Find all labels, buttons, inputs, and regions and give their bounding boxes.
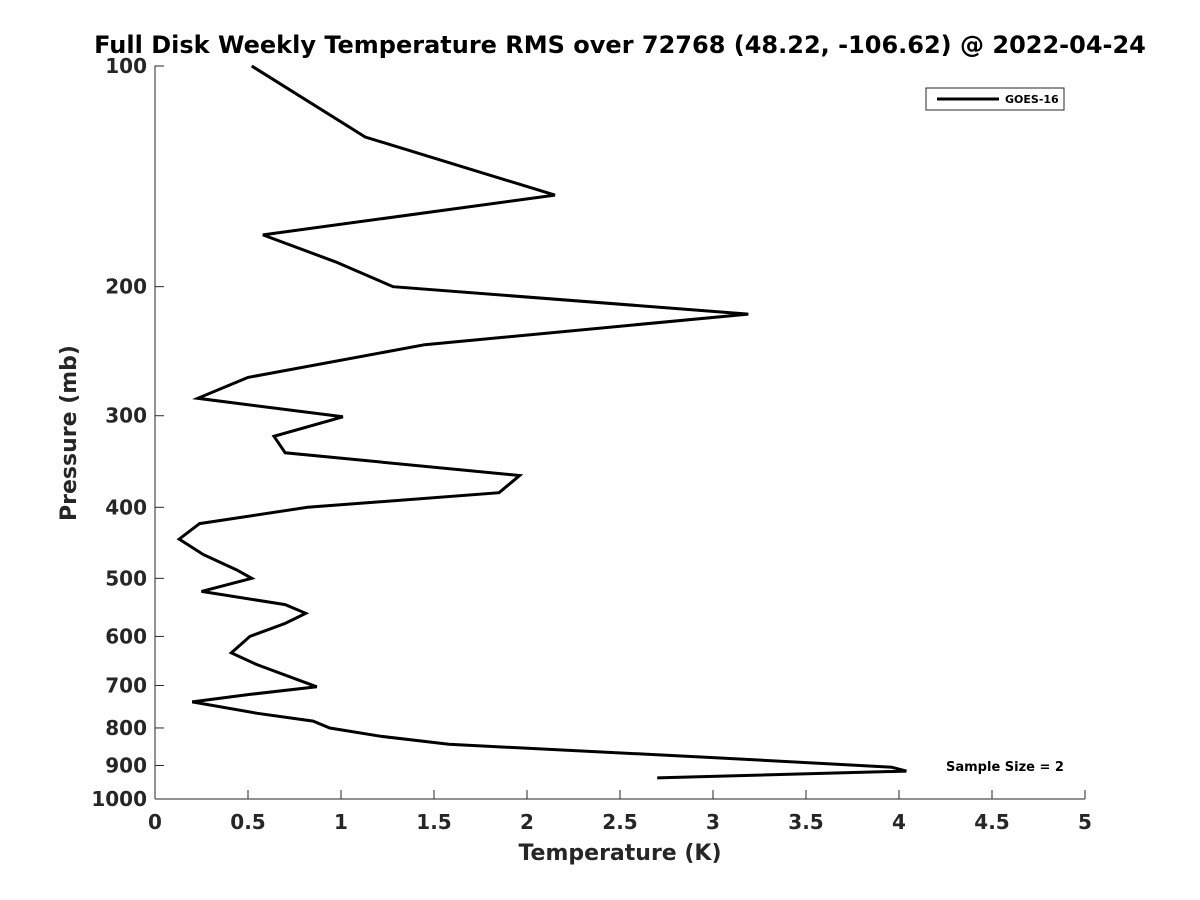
legend: GOES-16	[925, 87, 1065, 111]
plot-area: 100 200 300 400 500 600 700 800 900 1000 0 0.5 1 1.5…	[91, 54, 1092, 834]
legend-label: GOES-16	[1005, 93, 1059, 106]
x-tick-label: 5	[1078, 810, 1092, 834]
y-tick-label: 700	[105, 673, 147, 697]
x-tick-label: 1	[334, 810, 348, 834]
y-tick-label: 600	[105, 624, 147, 648]
y-tick-label: 200	[105, 275, 147, 299]
sample-size-annotation: Sample Size = 2	[946, 760, 1064, 775]
y-tick-label: 900	[105, 753, 147, 777]
y-tick-label: 300	[105, 404, 147, 428]
y-axis-label: Pressure (mb)	[57, 345, 82, 521]
x-tick-label: 3.5	[788, 810, 823, 834]
x-tick-label: 0.5	[230, 810, 265, 834]
x-tick-label: 4.5	[974, 810, 1009, 834]
y-tick-label: 800	[105, 716, 147, 740]
y-ticks: 100 200 300 400 500 600 700 800 900 1000	[91, 54, 164, 811]
x-tick-label: 3	[706, 810, 720, 834]
x-ticks: 0 0.5 1 1.5 2 2.5 3 3.5 4 4.5 5	[148, 790, 1092, 834]
x-tick-label: 4	[892, 810, 906, 834]
chart-title: Full Disk Weekly Temperature RMS over 72…	[94, 31, 1146, 59]
x-axis-label: Temperature (K)	[518, 841, 721, 866]
series-layer	[176, 64, 907, 780]
series-line-goes-16	[176, 64, 907, 780]
x-tick-label: 0	[148, 810, 162, 834]
x-tick-label: 2.5	[602, 810, 637, 834]
x-tick-label: 2	[520, 810, 534, 834]
y-tick-label: 1000	[91, 787, 147, 811]
y-tick-label: 500	[105, 566, 147, 590]
y-tick-label: 100	[105, 54, 147, 78]
x-tick-label: 1.5	[416, 810, 451, 834]
y-tick-label: 400	[105, 495, 147, 519]
